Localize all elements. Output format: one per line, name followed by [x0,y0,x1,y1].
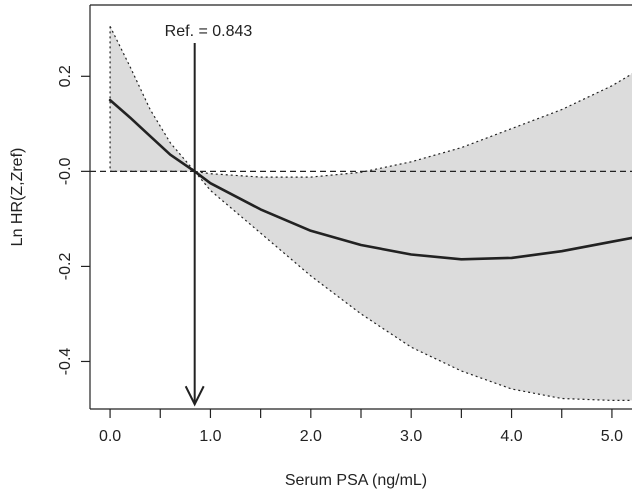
y-axis-title: Ln HR(Z,Zref) [9,148,26,247]
upper-confidence-bound [109,26,632,178]
x-tick-label-3: 3.0 [400,428,422,445]
confidence-band [110,26,632,401]
x-axis: 0.0 1.0 2.0 3.0 4.0 5.0 [99,409,623,445]
x-tick-label-2: 2.0 [300,428,322,445]
y-tick-label-3: -0.4 [57,348,74,376]
y-tick-label-0: 0.2 [57,65,74,87]
y-tick-label-2: -0.2 [57,253,74,281]
y-axis: 0.2 -0.0 -0.2 -0.4 [57,65,90,375]
x-tick-label-0: 0.0 [99,428,121,445]
x-tick-label-5: 5.0 [601,428,623,445]
x-tick-label-1: 1.0 [199,428,221,445]
reference-arrow-layer [184,43,205,407]
estimate-curve [108,98,632,261]
reference-arrow-head [184,385,205,407]
x-tick-label-4: 4.0 [500,428,522,445]
lower-confidence-bound [110,170,632,401]
y-tick-label-1: -0.0 [57,157,74,185]
confidence-band-layer [110,26,632,401]
estimate-layer [108,98,632,261]
confidence-bounds-layer [109,26,632,401]
x-axis-title: Serum PSA (ng/mL) [285,472,427,489]
reference-annotation-label: Ref. = 0.843 [165,23,253,40]
